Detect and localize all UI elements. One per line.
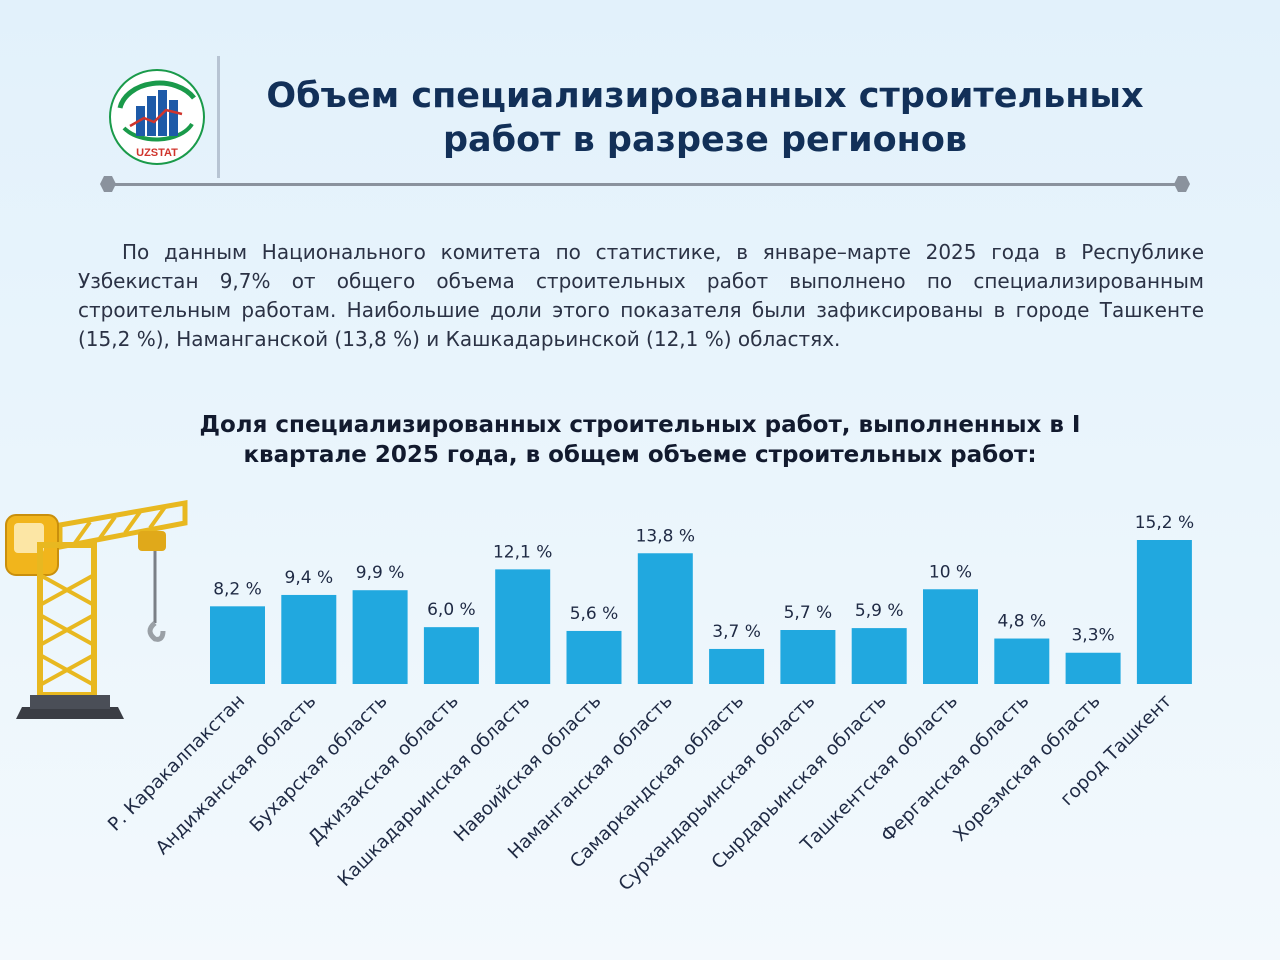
header-rule bbox=[100, 176, 1190, 192]
bar bbox=[637, 553, 693, 684]
page-title: Объем специализированных строительных ра… bbox=[266, 76, 1144, 160]
value-label: 8,2 % bbox=[213, 579, 262, 599]
bar bbox=[352, 590, 408, 684]
logo-text: UZSTAT bbox=[136, 147, 178, 159]
bar bbox=[780, 630, 836, 684]
bar bbox=[994, 638, 1050, 684]
category-label: Р. Каракалпакстан bbox=[104, 691, 249, 836]
bar bbox=[1065, 652, 1121, 684]
bar bbox=[281, 594, 337, 684]
intro-paragraph: По данным Национального комитета по стат… bbox=[78, 240, 1204, 351]
chart-title: Доля специализированных строительных раб… bbox=[199, 412, 1081, 468]
bar bbox=[709, 648, 765, 684]
category-label: Бухарская область bbox=[246, 691, 392, 837]
category-label: Ферганская область bbox=[877, 691, 1033, 847]
value-label: 13,8 % bbox=[636, 526, 695, 546]
value-label: 3,7 % bbox=[712, 622, 761, 642]
value-label: 3,3% bbox=[1071, 626, 1114, 646]
value-label: 10 % bbox=[929, 562, 972, 582]
bar bbox=[566, 630, 622, 684]
value-label: 15,2 % bbox=[1135, 513, 1194, 533]
bar bbox=[1136, 540, 1192, 684]
value-label: 5,6 % bbox=[570, 604, 619, 624]
bar bbox=[423, 627, 479, 684]
bar bbox=[495, 569, 551, 684]
value-label: 6,0 % bbox=[427, 600, 476, 620]
uzstat-logo: UZSTAT bbox=[109, 69, 205, 165]
bar bbox=[851, 628, 907, 684]
value-label: 9,4 % bbox=[285, 568, 334, 588]
category-label: Хорезмская область bbox=[950, 691, 1105, 846]
crane-illustration bbox=[5, 500, 188, 719]
header-divider bbox=[217, 56, 220, 178]
value-label: 12,1 % bbox=[493, 542, 552, 562]
value-label: 5,9 % bbox=[855, 601, 904, 621]
bar bbox=[923, 589, 978, 684]
category-label: Навоийская область bbox=[450, 691, 606, 847]
bar bbox=[210, 606, 265, 684]
value-label: 9,9 % bbox=[356, 563, 405, 583]
value-label: 5,7 % bbox=[784, 603, 833, 623]
value-label: 4,8 % bbox=[998, 612, 1047, 632]
